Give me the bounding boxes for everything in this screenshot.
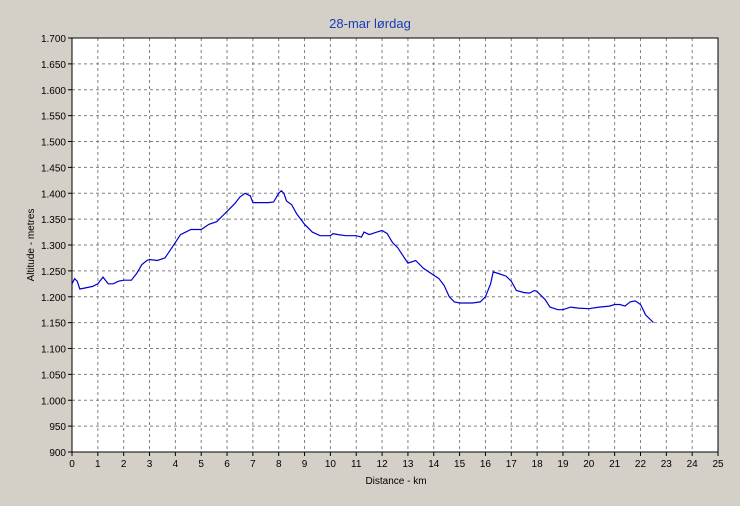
x-tick-label: 3 bbox=[147, 459, 153, 470]
y-tick-label: 1.350 bbox=[41, 215, 66, 226]
y-tick-label: 900 bbox=[49, 448, 66, 459]
x-axis-label: Distance - km bbox=[365, 476, 426, 487]
x-axis-ticks: 0 1 2 3 4 5 6 7 8 9 10 11 12 13 14 15 16 17 18 19 20 21 22 23 24… bbox=[69, 452, 724, 470]
y-tick-label: 1.100 bbox=[41, 345, 66, 356]
x-tick-label: 16 bbox=[480, 459, 492, 470]
y-tick-label: 1.050 bbox=[41, 370, 66, 381]
y-axis-ticks: 900 950 1.000 1.050 1.100 1.150 1.200 1.250 1.30… bbox=[41, 34, 72, 459]
x-tick-label: 4 bbox=[173, 459, 179, 470]
altitude-series-line bbox=[71, 189, 654, 324]
y-tick-label: 1.550 bbox=[41, 112, 66, 123]
x-tick-label: 7 bbox=[250, 459, 256, 470]
y-tick-label: 1.300 bbox=[41, 241, 66, 252]
y-tick-label: 1.000 bbox=[41, 396, 66, 407]
x-tick-label: 18 bbox=[532, 459, 544, 470]
y-tick-label: 1.600 bbox=[41, 86, 66, 97]
x-tick-label: 21 bbox=[609, 459, 621, 470]
x-tick-label: 25 bbox=[712, 459, 724, 470]
y-tick-label: 1.700 bbox=[41, 34, 66, 45]
y-tick-label: 950 bbox=[49, 422, 66, 433]
x-tick-label: 6 bbox=[224, 459, 230, 470]
y-axis-label: Altitude - metres bbox=[26, 209, 37, 282]
x-tick-label: 5 bbox=[198, 459, 204, 470]
y-tick-label: 1.200 bbox=[41, 293, 66, 304]
x-tick-label: 11 bbox=[351, 459, 362, 470]
x-tick-label: 13 bbox=[402, 459, 414, 470]
chart-title: 28-mar lørdag bbox=[329, 16, 411, 31]
y-tick-label: 1.450 bbox=[41, 163, 66, 174]
x-tick-label: 8 bbox=[276, 459, 282, 470]
x-tick-label: 2 bbox=[121, 459, 127, 470]
y-tick-label: 1.500 bbox=[41, 138, 66, 149]
x-tick-label: 14 bbox=[428, 459, 440, 470]
x-tick-label: 23 bbox=[661, 459, 673, 470]
x-tick-label: 24 bbox=[687, 459, 699, 470]
x-tick-label: 12 bbox=[377, 459, 389, 470]
x-tick-label: 10 bbox=[325, 459, 337, 470]
y-tick-label: 1.250 bbox=[41, 267, 66, 278]
y-tick-label: 1.150 bbox=[41, 319, 66, 330]
x-tick-label: 19 bbox=[557, 459, 569, 470]
x-tick-label: 17 bbox=[506, 459, 518, 470]
grid-lines bbox=[72, 38, 718, 452]
x-tick-label: 9 bbox=[302, 459, 308, 470]
x-tick-label: 20 bbox=[583, 459, 595, 470]
x-tick-label: 1 bbox=[95, 459, 101, 470]
x-tick-label: 22 bbox=[635, 459, 647, 470]
y-tick-label: 1.400 bbox=[41, 189, 66, 200]
y-tick-label: 1.650 bbox=[41, 60, 66, 71]
x-tick-label: 0 bbox=[69, 459, 75, 470]
x-tick-label: 15 bbox=[454, 459, 466, 470]
